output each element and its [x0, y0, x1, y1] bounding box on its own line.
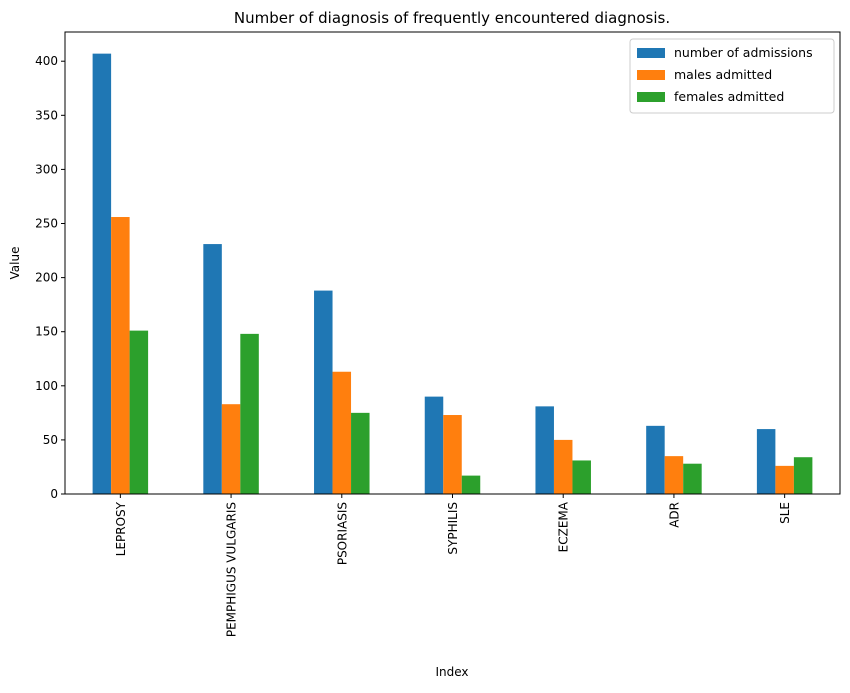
bar-females-admitted-pemphigus-vulgaris [240, 333, 259, 494]
legend-swatch [637, 48, 665, 58]
bar-males-admitted-sle [775, 465, 794, 494]
y-tick-label: 100 [35, 379, 58, 393]
x-tick-label: LEPROSY [114, 501, 128, 556]
x-tick-label: ECZEMA [557, 501, 571, 552]
x-tick-label: ADR [667, 502, 681, 528]
bar-number-of-admissions-leprosy [92, 53, 112, 494]
bar-males-admitted-eczema [553, 439, 573, 494]
bar-females-admitted-psoriasis [351, 412, 370, 494]
bar-males-admitted-syphilis [443, 415, 462, 494]
x-axis-title: Index [435, 665, 468, 679]
legend: number of admissions males admitted female… [629, 38, 835, 114]
legend-label: males admitted [674, 67, 772, 82]
chart-title: Number of diagnosis of frequently encoun… [234, 9, 670, 27]
bar-females-admitted-syphilis [461, 475, 481, 494]
bar-males-admitted-psoriasis [332, 371, 352, 494]
y-tick-label: 200 [35, 271, 58, 285]
bar-number-of-admissions-sle [756, 429, 776, 494]
bars-layer [92, 53, 813, 494]
y-tick-label: 300 [35, 162, 58, 176]
bar-females-admitted-leprosy [129, 330, 149, 494]
bar-males-admitted-leprosy [111, 217, 130, 494]
legend-swatch [637, 70, 665, 80]
y-tick-label: 50 [43, 433, 58, 447]
x-tick-label: SYPHILIS [446, 502, 460, 555]
y-tick-label: 0 [50, 487, 58, 501]
y-axis: 0 50 100 150 200 250 300 350 400 [35, 54, 65, 501]
legend-label: number of admissions [674, 45, 813, 60]
legend-swatch [637, 92, 665, 102]
x-tick-label: PSORIASIS [335, 502, 349, 565]
bar-number-of-admissions-psoriasis [314, 290, 333, 494]
bar-number-of-admissions-adr [646, 425, 665, 494]
legend-label: females admitted [674, 89, 784, 104]
bar-males-admitted-pemphigus-vulgaris [221, 404, 241, 494]
y-axis-title: Value [8, 247, 22, 280]
legend-box [629, 38, 835, 114]
bar-males-admitted-adr [664, 456, 684, 494]
bar-number-of-admissions-pemphigus-vulgaris [203, 244, 222, 494]
bar-females-admitted-sle [793, 457, 813, 494]
y-tick-label: 250 [35, 217, 58, 231]
y-tick-label: 350 [35, 108, 58, 122]
plot-frame [64, 31, 841, 495]
x-tick-label: PEMPHIGUS VULGARIS [225, 502, 239, 637]
x-tick-label: SLE [778, 502, 792, 524]
y-tick-label: 400 [35, 54, 58, 68]
bar-number-of-admissions-syphilis [424, 396, 444, 494]
bar-females-admitted-eczema [572, 460, 591, 494]
bar-number-of-admissions-eczema [535, 406, 554, 494]
y-tick-label: 150 [35, 325, 58, 339]
bar-females-admitted-adr [683, 463, 702, 494]
x-axis: LEPROSY PEMPHIGUS VULGARIS PSORIASIS SYPHIL… [114, 494, 792, 637]
